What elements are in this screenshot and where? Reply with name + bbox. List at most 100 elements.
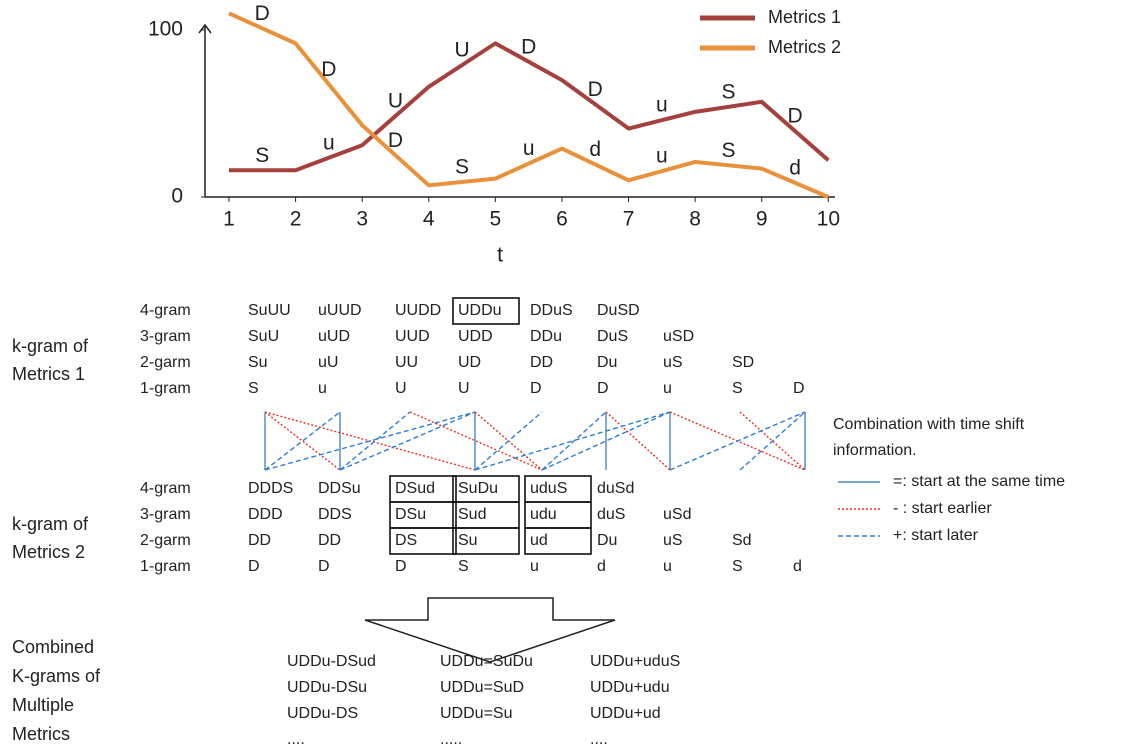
highlight-box — [389, 527, 457, 555]
combined-kgram: UDDu-DSud — [287, 653, 376, 670]
combined-kgram: UDDu=Su — [440, 705, 512, 722]
segment-label: U — [388, 90, 403, 113]
kgram-cell: Su — [458, 532, 478, 549]
combined-kgram: UDDu=SuDu — [440, 653, 533, 670]
kgram-row-name: 4-gram — [140, 480, 191, 497]
kgram-group-label: k-gram of — [12, 514, 89, 534]
kgram-cell: UUDD — [395, 302, 441, 319]
kgram-row-name: 2-garm — [140, 354, 191, 371]
combined-label: Metrics — [12, 724, 70, 744]
kgram-cell: D — [395, 558, 407, 575]
kgram-row-name: 1-gram — [140, 380, 191, 397]
kgram-cell: ud — [530, 532, 548, 549]
time-shift-connector — [669, 411, 806, 471]
combined-kgram: .... — [590, 731, 608, 748]
time-shift-connector — [339, 411, 476, 471]
legend-label: Metrics 1 — [768, 7, 841, 27]
kgram-cell: uS — [663, 532, 683, 549]
kgram-cell: D — [318, 558, 330, 575]
kgram-cell: DD — [530, 354, 553, 371]
x-tick-label: 9 — [756, 208, 768, 231]
kgram-cell: D — [793, 380, 805, 397]
segment-label: D — [388, 129, 403, 152]
segment-label: S — [721, 80, 735, 103]
segment-label: S — [721, 139, 735, 162]
kgram-cell: SD — [732, 354, 754, 371]
kgram-cell: SuDu — [458, 480, 498, 497]
combined-kgram: UDDu+udu — [590, 679, 670, 696]
kgram-cell: UDD — [458, 328, 493, 345]
kgram-cell: uUD — [318, 328, 350, 345]
kgram-cell: DuSD — [597, 302, 640, 319]
time-shift-connector — [339, 411, 411, 471]
kgram-cell: U — [458, 380, 470, 397]
time-shift-connector — [409, 411, 543, 471]
kgram-cell: d — [793, 558, 802, 575]
time-shift-connector — [739, 411, 806, 471]
kgram-cell: DuS — [597, 328, 628, 345]
segment-label: U — [454, 39, 469, 62]
kgram-cell: Du — [597, 532, 617, 549]
kgram-group-label: Metrics 1 — [12, 364, 85, 384]
kgram-cell: DSu — [395, 506, 426, 523]
segment-label: d — [589, 138, 601, 161]
kgram-cell: Su — [248, 354, 268, 371]
highlight-box — [524, 527, 592, 555]
legend-label: +: start later — [893, 527, 979, 544]
segment-label: D — [255, 2, 270, 25]
x-tick-label: 6 — [556, 208, 568, 231]
segment-label: u — [323, 131, 335, 154]
combined-kgram: UDDu=SuD — [440, 679, 524, 696]
kgram-row-name: 1-gram — [140, 558, 191, 575]
kgram-cell: udu — [530, 506, 557, 523]
time-shift-connector — [605, 411, 671, 471]
kgram-cell: S — [732, 558, 743, 575]
kgram-cell: UU — [395, 354, 418, 371]
kgram-cell: Du — [597, 354, 617, 371]
combined-label: Multiple — [12, 695, 74, 715]
x-tick-label: 3 — [356, 208, 368, 231]
segment-label: D — [588, 78, 603, 101]
combined-kgram: UDDu-DSu — [287, 679, 367, 696]
kgram-cell: d — [597, 558, 606, 575]
kgram-cell: DDu — [530, 328, 562, 345]
kgram-group-label: Metrics 2 — [12, 542, 85, 562]
kgram-row-name: 2-garm — [140, 532, 191, 549]
time-shift-connector — [739, 411, 806, 471]
kgram-cell: D — [248, 558, 260, 575]
down-arrow — [364, 597, 616, 663]
combination-title: information. — [833, 442, 917, 459]
kgram-cell: U — [395, 380, 407, 397]
segment-label: u — [656, 145, 668, 168]
time-shift-connector — [474, 411, 671, 471]
segment-label: D — [521, 35, 536, 58]
kgram-cell: UD — [458, 354, 481, 371]
segment-label: d — [789, 156, 801, 179]
kgram-cell: D — [597, 380, 609, 397]
legend-label: =: start at the same time — [893, 473, 1065, 490]
kgram-cell: S — [458, 558, 469, 575]
kgram-cell: DSud — [395, 480, 435, 497]
kgram-cell: DDD — [248, 506, 283, 523]
kgram-cell: DDS — [318, 506, 352, 523]
x-axis-label: t — [497, 244, 503, 267]
combined-kgram: UDDu+ud — [590, 705, 661, 722]
combined-kgram: UDDu+uduS — [590, 653, 680, 670]
kgram-group-label: k-gram of — [12, 336, 89, 356]
kgram-row-name: 3-gram — [140, 328, 191, 345]
kgram-cell: u — [663, 380, 672, 397]
x-tick-label: 7 — [623, 208, 635, 231]
kgram-cell: uUUD — [318, 302, 362, 319]
kgram-cell: u — [318, 380, 327, 397]
kgram-cell: DD — [318, 532, 341, 549]
kgram-cell: SuUU — [248, 302, 291, 319]
kgram-cell: duSd — [597, 480, 634, 497]
combined-kgram: .... — [287, 731, 305, 748]
combination-title: Combination with time shift — [833, 416, 1025, 433]
y-tick-label: 100 — [148, 18, 183, 41]
x-tick-label: 8 — [689, 208, 701, 231]
kgram-cell: UUD — [395, 328, 430, 345]
kgram-cell: duS — [597, 506, 625, 523]
kgram-cell: Sud — [458, 506, 486, 523]
time-shift-connector — [541, 411, 607, 471]
